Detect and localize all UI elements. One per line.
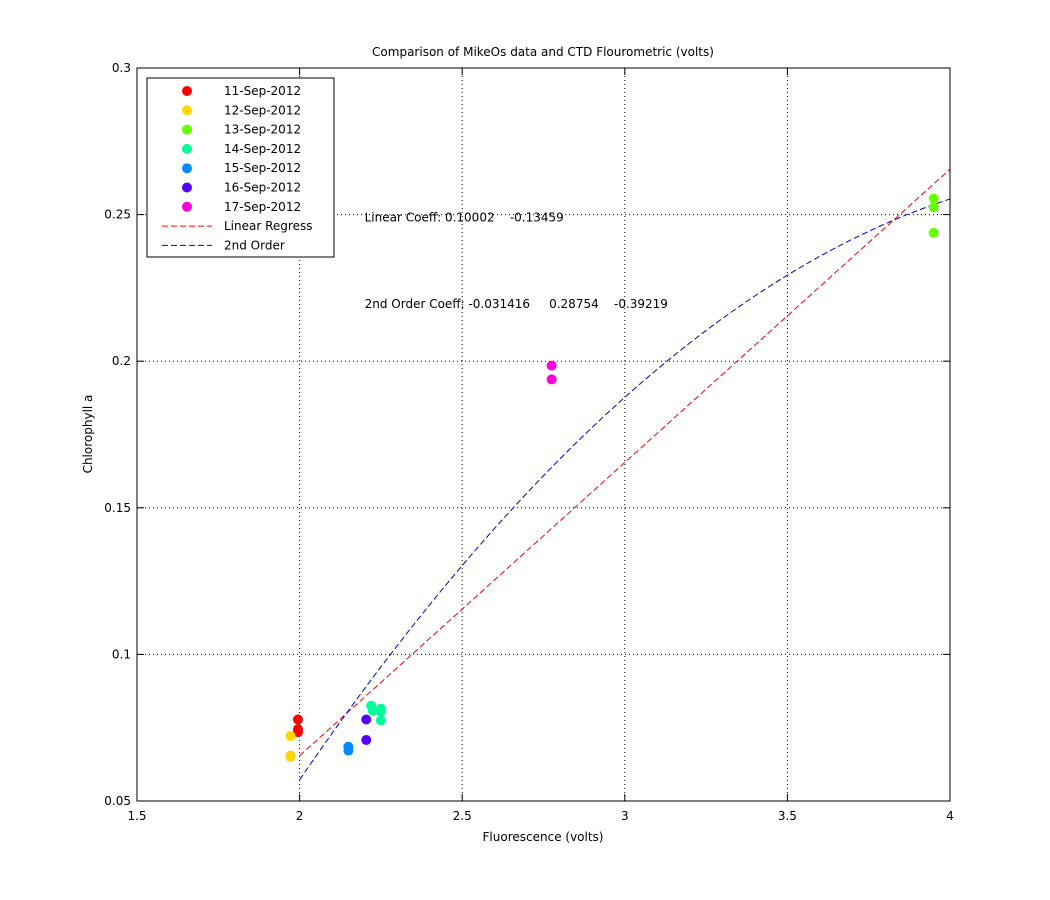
x-tick-label: 3 [621, 809, 629, 823]
legend-marker [182, 124, 192, 135]
legend-label: 2nd Order [224, 238, 285, 252]
second-order-line [299, 198, 951, 781]
legend-marker [182, 201, 192, 212]
data-point-13-sep-2012 [928, 202, 939, 213]
fit-lines [299, 168, 951, 781]
chart-title: Comparison of MikeOs data and CTD Flouro… [372, 45, 714, 59]
legend: 11-Sep-2012 12-Sep-2012 13-Sep-2012 14-Sep-… [146, 77, 335, 258]
legend-label: 14-Sep-2012 [224, 142, 301, 156]
second-order-coeff-annotation: 2nd Order Coeff: -0.031416 0.28754 -0.39… [365, 297, 668, 311]
legend-marker [182, 105, 192, 116]
data-point-13-sep-2012 [928, 227, 939, 238]
data-point-15-sep-2012 [343, 745, 354, 756]
data-point-14-sep-2012 [367, 705, 378, 716]
axis-ticks: 1.5 2 2.5 3 3.5 4 0.05 0.1 0.15 0.2 0.25 0.3 [104, 61, 954, 823]
y-tick-label: 0.15 [104, 501, 131, 515]
y-tick-label: 0.2 [112, 354, 131, 368]
data-point-14-sep-2012 [375, 706, 386, 717]
legend-label: 12-Sep-2012 [224, 103, 301, 117]
y-tick-label: 0.3 [112, 61, 131, 75]
data-point-12-sep-2012 [285, 752, 296, 763]
legend-label: 15-Sep-2012 [224, 161, 301, 175]
legend-label: 17-Sep-2012 [224, 200, 301, 214]
legend-marker [182, 182, 192, 193]
legend-box [146, 77, 335, 258]
legend-marker [182, 143, 192, 154]
y-axis-label: Chlorophyll a [81, 395, 95, 474]
legend-label: Linear Regress [224, 219, 312, 233]
legend-marker [182, 163, 192, 174]
linear-coeff-annotation: Linear Coeff: 0.10002 -0.13459 [365, 211, 564, 225]
x-tick-label: 2.5 [453, 809, 472, 823]
data-point-12-sep-2012 [285, 730, 296, 741]
legend-marker [182, 86, 192, 96]
data-point-17-sep-2012 [546, 360, 557, 371]
data-points [285, 193, 939, 763]
x-axis-label: Fluorescence (volts) [483, 830, 604, 844]
y-tick-label: 0.1 [112, 647, 131, 661]
y-tick-label: 0.25 [104, 208, 131, 222]
x-tick-label: 1.5 [127, 809, 146, 823]
x-tick-label: 4 [946, 809, 954, 823]
legend-label: 16-Sep-2012 [224, 181, 301, 195]
data-point-11-sep-2012 [292, 714, 303, 725]
legend-label: 13-Sep-2012 [224, 123, 301, 137]
linear-regress-line [299, 168, 951, 757]
data-point-16-sep-2012 [361, 714, 372, 725]
data-point-13-sep-2012 [928, 193, 939, 204]
data-point-11-sep-2012 [292, 727, 303, 738]
x-tick-label: 3.5 [778, 809, 797, 823]
legend-label: 11-Sep-2012 [224, 84, 301, 98]
data-point-14-sep-2012 [375, 715, 386, 726]
x-tick-label: 2 [296, 809, 304, 823]
data-point-17-sep-2012 [546, 374, 557, 385]
data-point-16-sep-2012 [361, 735, 372, 746]
plot-frame [136, 67, 951, 802]
y-tick-label: 0.05 [104, 794, 131, 808]
